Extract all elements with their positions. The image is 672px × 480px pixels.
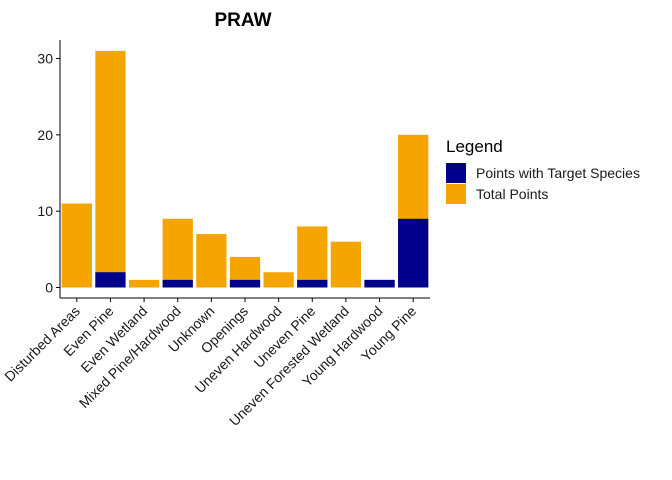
- y-tick-label-30: 30: [37, 51, 53, 67]
- bar-target-species-7: [297, 279, 328, 288]
- bar-total-points-1: [95, 50, 126, 288]
- y-tick-label-20: 20: [37, 127, 53, 143]
- legend-label-0: Points with Target Species: [476, 165, 640, 181]
- bar-total-points-7: [297, 226, 328, 288]
- y-tick-label-0: 0: [45, 280, 53, 296]
- bar-target-species-9: [364, 279, 395, 288]
- legend-label-1: Total Points: [476, 186, 548, 202]
- bar-target-species-1: [95, 272, 126, 288]
- y-tick-label-10: 10: [37, 203, 53, 219]
- legend-swatch-0: [446, 163, 466, 183]
- bar-total-points-2: [128, 279, 160, 288]
- bar-target-species-3: [162, 279, 193, 288]
- bar-total-points-3: [162, 218, 193, 288]
- bar-target-species-5: [229, 279, 261, 288]
- legend-title: Legend: [446, 137, 503, 156]
- chart-title: PRAW: [215, 10, 272, 31]
- legend: Legend Points with Target Species Total P…: [446, 137, 640, 204]
- bars-layer: [61, 50, 429, 288]
- bar-total-points-8: [330, 241, 362, 288]
- bar-total-points-6: [263, 272, 294, 288]
- bar-total-points-0: [61, 203, 92, 288]
- bar-target-species-10: [398, 218, 429, 288]
- bar-total-points-4: [196, 234, 227, 288]
- legend-swatch-1: [446, 184, 466, 204]
